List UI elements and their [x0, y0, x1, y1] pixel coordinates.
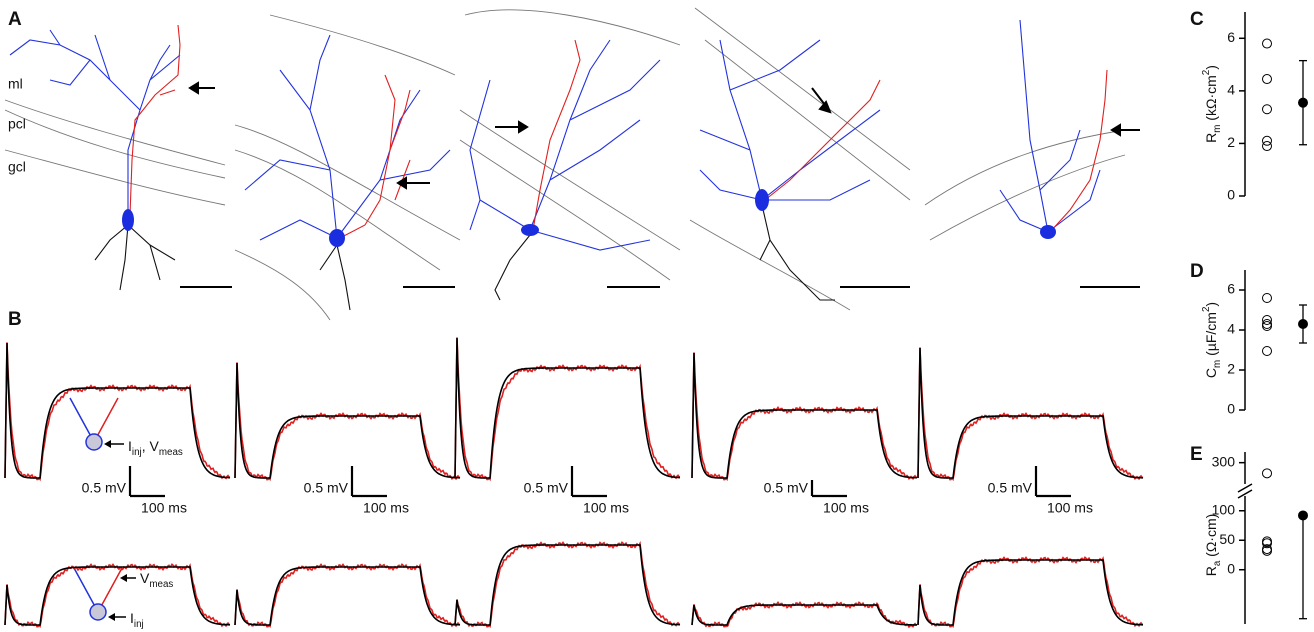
data-point [1262, 293, 1272, 303]
panel-letter: C [1190, 9, 1204, 30]
panel-letter: E [1190, 444, 1203, 465]
scale-voltage: 0.5 mV [988, 480, 1033, 496]
trace [691, 601, 918, 629]
trace [917, 347, 1143, 479]
layer-label: pcl [8, 116, 26, 132]
y-tick-label: 0 [1227, 560, 1235, 576]
trace [454, 337, 681, 482]
inset-label: Iinj, Vmeas [128, 438, 183, 458]
y-axis-label-part: 2 [1201, 70, 1212, 75]
data-point [1262, 135, 1272, 146]
trace [691, 352, 918, 479]
trace [234, 563, 461, 628]
inset-label-part: V [140, 570, 150, 586]
y-axis-label: Ra (Ω·cm) [1203, 514, 1223, 577]
panel-letter: D [1190, 261, 1204, 282]
y-axis-label-part: ) [1203, 65, 1219, 70]
trace [4, 566, 230, 626]
y-axis-label-part: m [1212, 360, 1223, 368]
panel-letter: A [8, 9, 22, 30]
y-tick-label: 0 [1227, 187, 1235, 203]
y-axis-label-part: R [1203, 566, 1219, 576]
mean-point [1298, 510, 1308, 521]
data-point [1262, 346, 1272, 356]
y-tick-label: 6 [1227, 29, 1235, 45]
y-axis-label-part: C [1203, 368, 1219, 378]
data-point [1262, 538, 1272, 549]
data-point [1262, 38, 1272, 49]
mean-point [1298, 319, 1308, 329]
scale-voltage: 0.5 mV [764, 480, 809, 496]
scale-time: 100 ms [363, 500, 409, 516]
scale-time: 100 ms [1047, 500, 1093, 516]
y-tick-label: 50 [1219, 531, 1235, 547]
y-axis-label-part: 2 [1201, 307, 1212, 312]
y-axis-label-part: ) [1203, 302, 1219, 307]
trace [691, 352, 918, 482]
scale-time: 100 ms [823, 500, 869, 516]
trace [4, 342, 230, 479]
trace [4, 342, 231, 482]
data-point [1262, 104, 1272, 115]
y-tick-label: 6 [1227, 281, 1235, 297]
trace [454, 544, 680, 626]
scale-voltage: 0.5 mV [304, 480, 349, 496]
trace [234, 362, 460, 479]
inset-label-part: , V [142, 438, 160, 454]
inset-label-part: I [128, 438, 132, 454]
panel-a-drawings [4, 7, 1253, 621]
data-point [1262, 468, 1272, 479]
layer-label: gcl [8, 159, 26, 175]
y-tick-label: 2 [1227, 134, 1235, 150]
scale-time: 100 ms [141, 500, 187, 516]
trace [454, 337, 680, 479]
y-axis-label-part: a [1212, 560, 1223, 566]
y-tick-label: 4 [1227, 82, 1235, 98]
y-axis-label: Rm (kΩ·cm2) [1201, 65, 1223, 143]
layer-label: ml [8, 76, 23, 92]
trace [691, 604, 917, 626]
y-tick-label: 0 [1227, 401, 1235, 417]
data-point [1262, 74, 1272, 85]
trace [917, 555, 1144, 629]
inset-label: Iinj [130, 610, 144, 630]
panel-letter: B [8, 309, 22, 330]
y-axis-label-part: R [1203, 133, 1219, 143]
inset-label-part: meas [159, 447, 183, 458]
data-point [1262, 321, 1272, 331]
inset-label-part: inj [132, 447, 142, 458]
data-point [1262, 141, 1272, 152]
inset-label-part: meas [149, 579, 173, 590]
y-tick-label: 100 [1212, 501, 1236, 517]
inset-label: Vmeas [140, 570, 173, 590]
trace [234, 362, 461, 482]
inset-label-part: inj [134, 619, 144, 630]
trace [917, 559, 1143, 626]
y-axis-label-part: (µF/cm [1203, 312, 1219, 360]
inset-label-part: I [130, 610, 134, 626]
y-tick-label: 300 [1212, 453, 1236, 469]
y-axis-label: Cm (µF/cm2) [1201, 302, 1223, 378]
scale-voltage: 0.5 mV [82, 480, 127, 496]
data-point [1262, 315, 1272, 325]
data-point [1262, 545, 1272, 556]
trace [234, 566, 460, 626]
y-axis-label-part: m [1212, 125, 1223, 133]
trace [454, 540, 681, 629]
y-tick-label: 2 [1227, 361, 1235, 377]
scale-voltage: 0.5 mV [524, 480, 569, 496]
scale-time: 100 ms [583, 500, 629, 516]
trace [917, 347, 1144, 482]
mean-point [1298, 97, 1308, 108]
y-axis-label-part: (kΩ·cm [1203, 75, 1219, 124]
y-tick-label: 4 [1227, 321, 1235, 337]
y-axis-label-part: (Ω·cm) [1203, 514, 1219, 561]
